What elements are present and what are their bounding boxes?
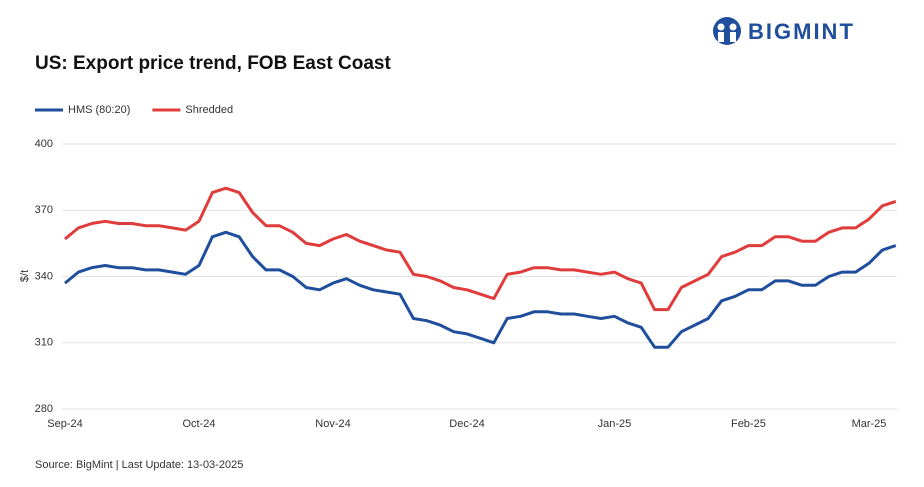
logo-icon (717, 23, 725, 31)
legend-label: Shredded (185, 104, 233, 116)
y-tick-label: 400 (35, 138, 53, 150)
chart-title: US: Export price trend, FOB East Coast (35, 53, 391, 74)
logo: BIGMINT (713, 17, 855, 45)
source: Source: BigMint | Last Update: 13-03-202… (35, 459, 243, 471)
y-tick-label: 370 (35, 204, 53, 216)
brand: BIGMINT (748, 19, 855, 44)
legend-label: HMS (80:20) (68, 104, 130, 116)
y-tick-label: 280 (35, 403, 53, 415)
x-tick-label: Feb-25 (731, 418, 766, 430)
x-tick-label: Nov-24 (315, 418, 350, 430)
logo-icon (713, 17, 741, 45)
logo-icon (730, 32, 736, 42)
x-tick-label: Mar-25 (852, 418, 887, 430)
x-tick-label: Oct-24 (182, 418, 215, 430)
x-tick-label: Dec-24 (449, 418, 484, 430)
y-axis-label: $/t (19, 270, 31, 282)
logo-icon (729, 23, 737, 31)
line-series (64, 186, 897, 312)
y-tick-label: 310 (35, 337, 53, 349)
y-tick-label: 340 (35, 270, 53, 282)
x-tick-label: Sep-24 (47, 418, 82, 430)
logo-icon (718, 32, 724, 42)
x-tick-label: Jan-25 (598, 418, 632, 430)
line-series (64, 230, 897, 349)
